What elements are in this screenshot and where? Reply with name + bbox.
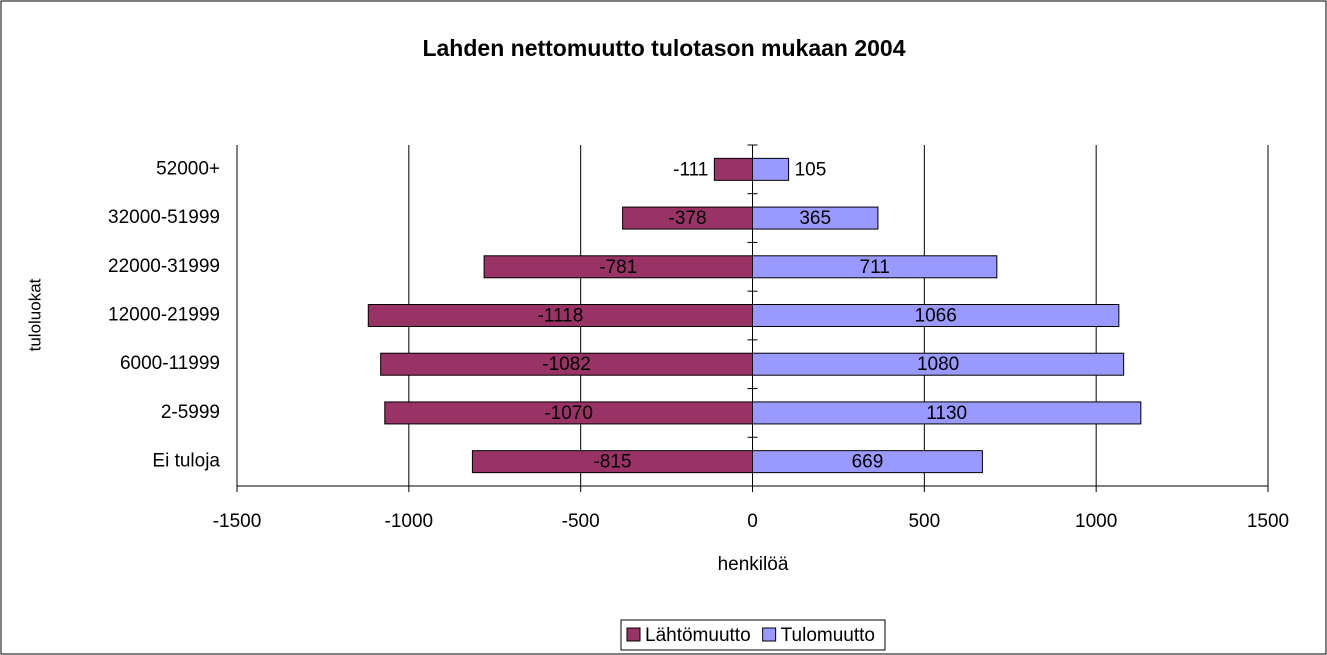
x-axis-title: henkilöä [718, 554, 789, 575]
bar [752, 401, 1142, 425]
legend-label: Tulomuutto [781, 625, 875, 646]
data-label: -781 [599, 257, 637, 278]
data-label: -1070 [544, 403, 593, 424]
legend-swatch [626, 627, 641, 642]
data-label: 1066 [915, 306, 957, 327]
data-label: 105 [795, 159, 827, 180]
bar [752, 206, 879, 230]
data-label: 1130 [926, 403, 967, 424]
data-label: -815 [593, 452, 631, 473]
bar [752, 255, 998, 279]
bar [752, 157, 790, 181]
data-label: -378 [669, 208, 707, 229]
data-label: -111 [673, 159, 708, 180]
y-tick-label: 12000-21999 [108, 305, 220, 326]
y-tick-label: 52000+ [156, 158, 220, 179]
chart-title: Lahden nettomuutto tulotason mukaan 2004 [422, 35, 905, 61]
data-label: 711 [860, 257, 890, 278]
x-tick-label: -500 [562, 511, 600, 532]
y-tick-label: 22000-31999 [108, 256, 220, 277]
y-tick-label: Ei tuloja [152, 451, 220, 472]
legend-label: Lähtömuutto [645, 625, 751, 646]
data-label: -1118 [537, 306, 583, 327]
bar [752, 450, 983, 474]
x-tick-label: -1000 [385, 511, 434, 532]
data-label: -1082 [542, 354, 591, 375]
x-tick-label: 500 [908, 511, 940, 532]
x-tick-label: -1500 [213, 511, 262, 532]
bar [752, 304, 1120, 327]
y-axis-title: tuloluokat [25, 278, 44, 351]
y-tick-label: 6000-11999 [120, 353, 220, 374]
x-tick-label: 1500 [1247, 511, 1289, 532]
x-tick-label: 1000 [1075, 511, 1117, 532]
data-label: 365 [799, 208, 831, 229]
legend-box [620, 619, 886, 651]
x-tick-label: 0 [747, 511, 758, 532]
bar [752, 352, 1125, 376]
bar [713, 157, 754, 181]
y-tick-label: 2-5999 [161, 402, 220, 423]
data-label: 669 [852, 452, 884, 473]
y-tick-label: 32000-51999 [108, 207, 220, 228]
legend-swatch [762, 627, 777, 642]
data-label: 1080 [917, 354, 959, 375]
